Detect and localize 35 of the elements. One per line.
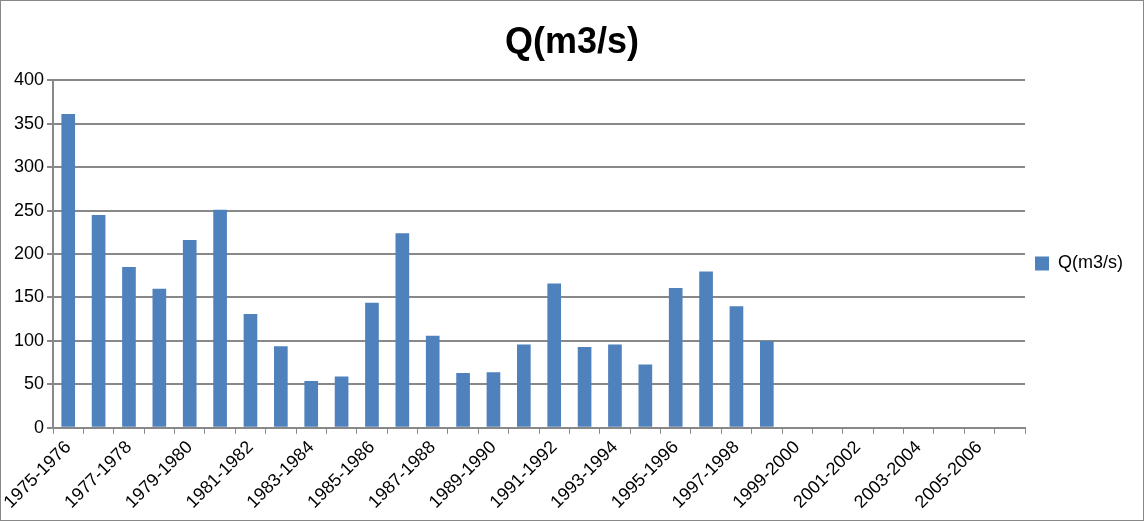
- bar: [486, 372, 501, 427]
- bar: [759, 340, 774, 427]
- y-tick-label: 150: [13, 286, 45, 307]
- bar: [213, 209, 227, 427]
- bar: [456, 373, 470, 427]
- bar: [699, 271, 713, 427]
- y-tick-label: 300: [13, 156, 45, 177]
- bar: [152, 288, 167, 427]
- bar: [122, 267, 136, 427]
- y-tick-label: 50: [24, 373, 45, 394]
- bar: [365, 302, 379, 427]
- y-tick-label: 250: [13, 199, 45, 220]
- bar: [91, 214, 106, 427]
- y-tick-label: 350: [13, 112, 45, 133]
- bar: [729, 306, 744, 427]
- bar: [334, 376, 349, 427]
- bar: [608, 344, 622, 427]
- bar: [304, 380, 319, 427]
- y-tick-label: 400: [13, 69, 45, 90]
- bar: [638, 364, 653, 427]
- bar: [395, 233, 410, 427]
- bar: [182, 240, 197, 427]
- legend-label: Q(m3/s): [1058, 252, 1123, 273]
- y-tick-label: 100: [13, 329, 45, 350]
- chart-title: Q(m3/s): [504, 19, 640, 61]
- bar: [547, 283, 562, 427]
- bar: [425, 335, 440, 427]
- bar: [61, 114, 76, 427]
- bar: [668, 287, 683, 427]
- y-tick-label: 0: [34, 416, 45, 437]
- bar: [577, 347, 592, 427]
- bar: [274, 346, 288, 427]
- y-tick-label: 200: [13, 243, 45, 263]
- bar: [517, 344, 531, 427]
- bar: [243, 314, 258, 427]
